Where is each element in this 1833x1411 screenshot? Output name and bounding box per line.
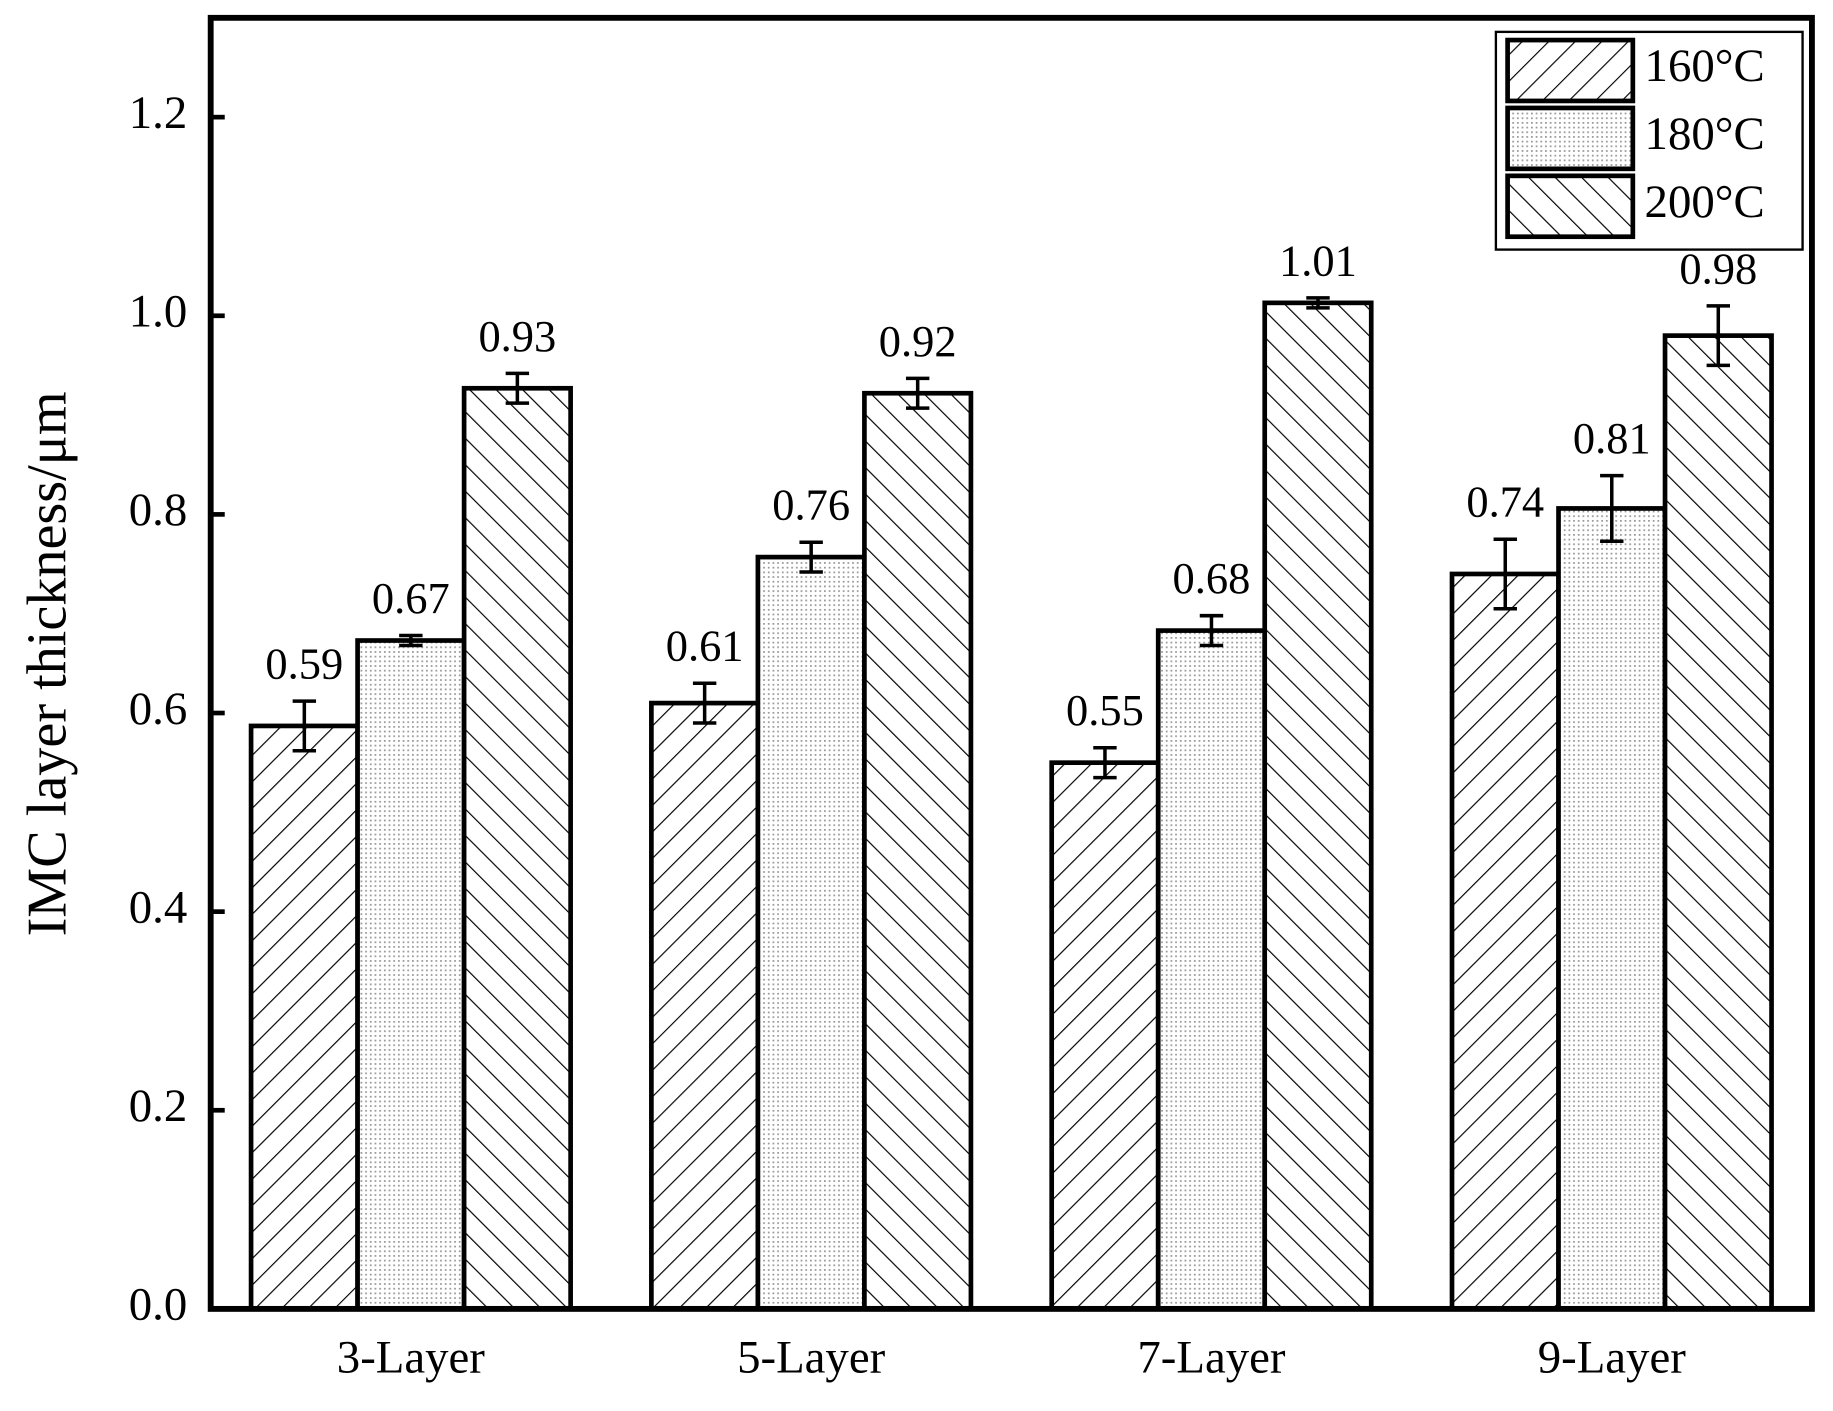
- error-bar: [1600, 473, 1624, 543]
- error-bar: [505, 371, 530, 405]
- bar: [649, 700, 761, 1312]
- y-tick-label: 0.6: [129, 683, 188, 735]
- bar: [1262, 300, 1374, 1312]
- bar: [1155, 628, 1268, 1312]
- y-tick-label: 0.2: [129, 1080, 188, 1132]
- error-bar: [1306, 296, 1330, 310]
- error-bar: [1199, 613, 1224, 648]
- error-bar: [1706, 304, 1730, 368]
- legend-swatch: [1505, 37, 1636, 104]
- value-label: 0.55: [1066, 685, 1144, 735]
- error-bar: [1093, 746, 1117, 780]
- plot-frame: [207, 14, 1815, 1312]
- x-tick-label: 5-Layer: [737, 1331, 886, 1383]
- value-label: 0.98: [1679, 243, 1757, 293]
- y-tick-label: 1.2: [129, 87, 188, 139]
- x-tick-label: 3-Layer: [337, 1331, 486, 1383]
- legend-label: 200°C: [1645, 176, 1765, 228]
- value-label: 0.59: [265, 639, 343, 689]
- error-bar: [399, 633, 423, 648]
- value-label: 0.61: [666, 621, 744, 671]
- error-bar: [905, 376, 930, 410]
- legend-swatch: [1505, 173, 1636, 240]
- value-label: 0.76: [772, 480, 850, 530]
- legend-label: 160°C: [1645, 40, 1765, 92]
- value-label: 1.01: [1279, 235, 1357, 285]
- error-bar: [1493, 537, 1517, 611]
- bar: [862, 390, 974, 1312]
- bar: [1049, 760, 1161, 1312]
- error-bar: [799, 540, 823, 574]
- bar: [1449, 571, 1561, 1312]
- y-tick-label: 0.0: [129, 1279, 188, 1331]
- error-bar: [292, 699, 317, 753]
- y-tick-label: 0.4: [129, 881, 188, 933]
- bar: [755, 554, 867, 1312]
- y-axis-label: IMC layer thickness/μm: [17, 391, 79, 936]
- bar: [1662, 333, 1774, 1312]
- value-label: 0.74: [1466, 477, 1544, 527]
- value-label: 0.68: [1173, 553, 1251, 603]
- x-tick-label: 9-Layer: [1538, 1331, 1687, 1383]
- bar: [248, 723, 360, 1312]
- y-tick-label: 0.8: [129, 484, 188, 536]
- value-label: 0.67: [372, 573, 450, 623]
- legend-label: 180°C: [1645, 108, 1765, 160]
- value-label: 0.81: [1573, 413, 1651, 463]
- bar: [1556, 506, 1668, 1312]
- y-tick-label: 1.0: [129, 286, 188, 338]
- value-label: 0.93: [478, 311, 556, 361]
- bar: [461, 385, 573, 1312]
- legend-swatch: [1505, 105, 1636, 172]
- bar: [355, 638, 467, 1312]
- value-label: 0.92: [879, 316, 957, 366]
- x-tick-label: 7-Layer: [1137, 1331, 1286, 1383]
- error-bar: [692, 681, 717, 725]
